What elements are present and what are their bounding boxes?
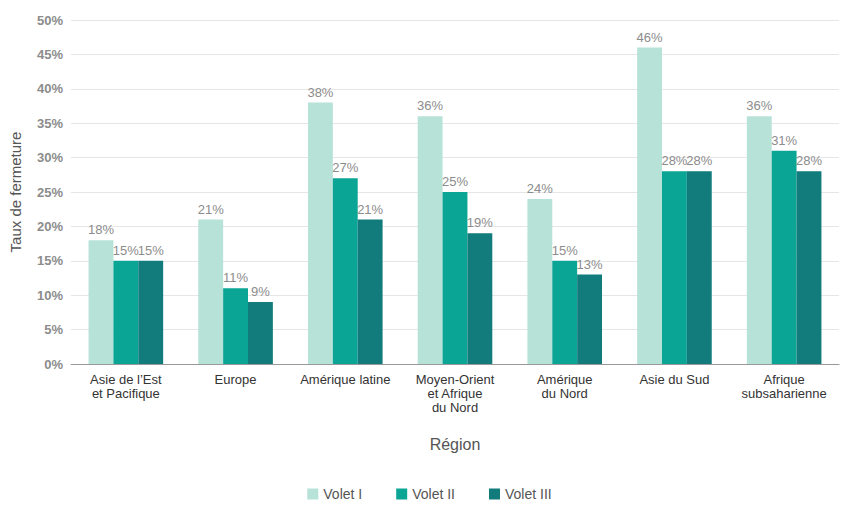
svg-text:du Nord: du Nord (432, 400, 478, 415)
svg-text:18%: 18% (88, 222, 114, 237)
svg-text:25%: 25% (37, 185, 63, 200)
svg-text:du Nord: du Nord (542, 386, 588, 401)
svg-text:Volet II: Volet II (412, 486, 455, 502)
svg-text:Région: Région (430, 436, 481, 453)
svg-text:Amérique latine: Amérique latine (300, 372, 390, 387)
svg-text:9%: 9% (251, 284, 270, 299)
svg-text:5%: 5% (44, 322, 63, 337)
svg-text:Asie du Sud: Asie du Sud (639, 372, 709, 387)
svg-text:15%: 15% (113, 243, 139, 258)
svg-text:et Pacifique: et Pacifique (92, 386, 160, 401)
svg-text:31%: 31% (771, 133, 797, 148)
svg-text:46%: 46% (637, 30, 663, 45)
svg-text:24%: 24% (527, 181, 553, 196)
svg-text:35%: 35% (37, 116, 63, 131)
svg-text:et Afrique: et Afrique (428, 386, 483, 401)
svg-text:15%: 15% (552, 243, 578, 258)
svg-text:38%: 38% (307, 85, 333, 100)
svg-text:40%: 40% (37, 81, 63, 96)
svg-text:36%: 36% (417, 98, 443, 113)
svg-text:30%: 30% (37, 150, 63, 165)
svg-text:Moyen-Orient: Moyen-Orient (416, 372, 495, 387)
svg-text:Taux de fermeture: Taux de fermeture (7, 132, 24, 253)
svg-text:45%: 45% (37, 47, 63, 62)
svg-text:13%: 13% (577, 257, 603, 272)
svg-text:20%: 20% (37, 219, 63, 234)
svg-text:28%: 28% (796, 153, 822, 168)
svg-text:10%: 10% (37, 288, 63, 303)
svg-text:28%: 28% (686, 153, 712, 168)
svg-text:Asie de l’Est: Asie de l’Est (90, 372, 162, 387)
svg-text:27%: 27% (332, 160, 358, 175)
svg-text:Volet I: Volet I (323, 486, 362, 502)
svg-text:Afrique: Afrique (764, 372, 805, 387)
svg-text:Europe: Europe (215, 372, 257, 387)
svg-text:36%: 36% (746, 98, 772, 113)
svg-text:15%: 15% (37, 253, 63, 268)
svg-text:Volet III: Volet III (505, 486, 552, 502)
svg-text:25%: 25% (442, 174, 468, 189)
svg-text:19%: 19% (467, 215, 493, 230)
svg-text:Amérique: Amérique (537, 372, 593, 387)
svg-text:21%: 21% (357, 202, 383, 217)
svg-text:subsaharienne: subsaharienne (741, 386, 826, 401)
svg-text:21%: 21% (198, 202, 224, 217)
svg-text:50%: 50% (37, 13, 63, 28)
svg-text:11%: 11% (223, 270, 248, 285)
svg-text:15%: 15% (138, 243, 164, 258)
svg-text:28%: 28% (661, 153, 687, 168)
svg-text:0%: 0% (44, 357, 63, 372)
